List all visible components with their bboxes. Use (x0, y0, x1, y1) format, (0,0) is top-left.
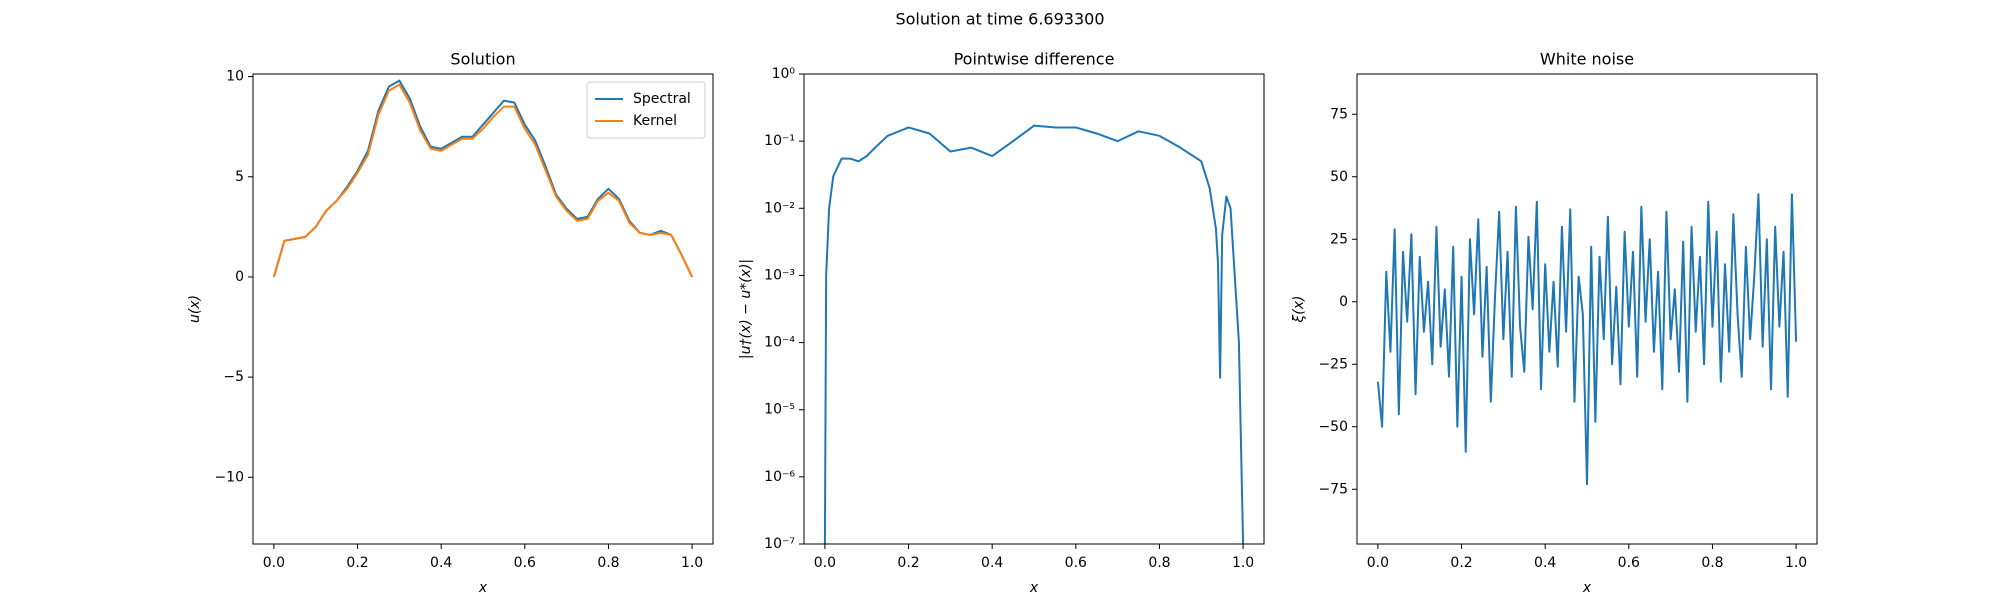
data-line (823, 124, 1245, 544)
x-tick-label: 0.2 (346, 555, 368, 571)
x-tick-label: 1.0 (681, 555, 703, 571)
y-tick-label: 5 (235, 169, 244, 185)
axes-frame (252, 73, 714, 545)
data-line (1376, 193, 1798, 486)
y-tick-label: 10⁻⁷ (764, 536, 795, 552)
x-tick-label: 0.8 (1701, 555, 1723, 571)
legend-box (586, 81, 706, 139)
subplot: White noise x ξ(x) 0.0 0.2 0.4 0.6 0.8 1.0 −75 −50… (1291, 50, 1818, 596)
y-tick-label: −10 (214, 469, 244, 485)
y-tick-label: −25 (1318, 356, 1348, 372)
y-tick-label: 25 (1330, 231, 1348, 247)
y-tick-label: 0 (235, 269, 244, 285)
subplot-title: Pointwise difference (954, 50, 1115, 69)
x-tick-label: 0.4 (1534, 555, 1556, 571)
x-axis-label: x (1029, 580, 1039, 596)
x-tick-label: 0.6 (1065, 555, 1087, 571)
subplot: Pointwise difference x |u†(x) − u*(x)| 0.0 0… (738, 50, 1265, 596)
data-line (272, 83, 693, 278)
x-tick-label: 0.0 (1367, 555, 1389, 571)
y-tick-label: 10⁻⁵ (764, 402, 795, 418)
y-axis-label: |u†(x) − u*(x)| (738, 259, 754, 359)
y-tick-label: 75 (1330, 106, 1348, 122)
axes-frame (1356, 73, 1818, 545)
y-tick-label: 10⁻¹ (764, 133, 795, 149)
subplot-title: White noise (1540, 50, 1634, 69)
x-axis-label: x (478, 580, 488, 596)
y-tick-label: 10⁻² (764, 200, 795, 216)
subplot-title: Solution (450, 50, 515, 69)
subplot: Solution x u(x) 0.0 0.2 0.4 0.6 0.8 1.0 −10 −5 0 5 10… (187, 50, 714, 596)
y-tick-label: 10⁻⁴ (764, 335, 795, 351)
x-tick-label: 0.0 (814, 555, 836, 571)
x-tick-label: 0.2 (1450, 555, 1472, 571)
x-tick-label: 1.0 (1785, 555, 1807, 571)
x-tick-label: 0.8 (597, 555, 619, 571)
legend-label: Spectral (633, 91, 691, 107)
x-tick-label: 1.0 (1232, 555, 1254, 571)
y-tick-label: −75 (1318, 481, 1348, 497)
y-tick-label: 10 (226, 69, 244, 85)
y-tick-label: 10⁰ (772, 66, 796, 82)
y-tick-label: 0 (1339, 294, 1348, 310)
x-tick-label: 0.0 (263, 555, 285, 571)
y-tick-label: −5 (223, 369, 244, 385)
x-tick-label: 0.6 (1618, 555, 1640, 571)
x-tick-label: 0.4 (430, 555, 452, 571)
x-tick-label: 0.6 (514, 555, 536, 571)
figure-title: Solution at time 6.693300 (895, 10, 1104, 29)
y-axis-label: ξ(x) (1291, 295, 1307, 323)
x-axis-label: x (1582, 580, 1592, 596)
y-tick-label: 10⁻⁶ (764, 469, 795, 485)
x-tick-label: 0.2 (897, 555, 919, 571)
x-tick-label: 0.8 (1148, 555, 1170, 571)
axes-frame (803, 73, 1265, 545)
y-tick-label: 10⁻³ (764, 267, 795, 283)
y-tick-label: −50 (1318, 419, 1348, 435)
legend-label: Kernel (633, 113, 677, 129)
x-tick-label: 0.4 (981, 555, 1003, 571)
y-axis-label: u(x) (187, 295, 203, 323)
y-tick-label: 50 (1330, 169, 1348, 185)
